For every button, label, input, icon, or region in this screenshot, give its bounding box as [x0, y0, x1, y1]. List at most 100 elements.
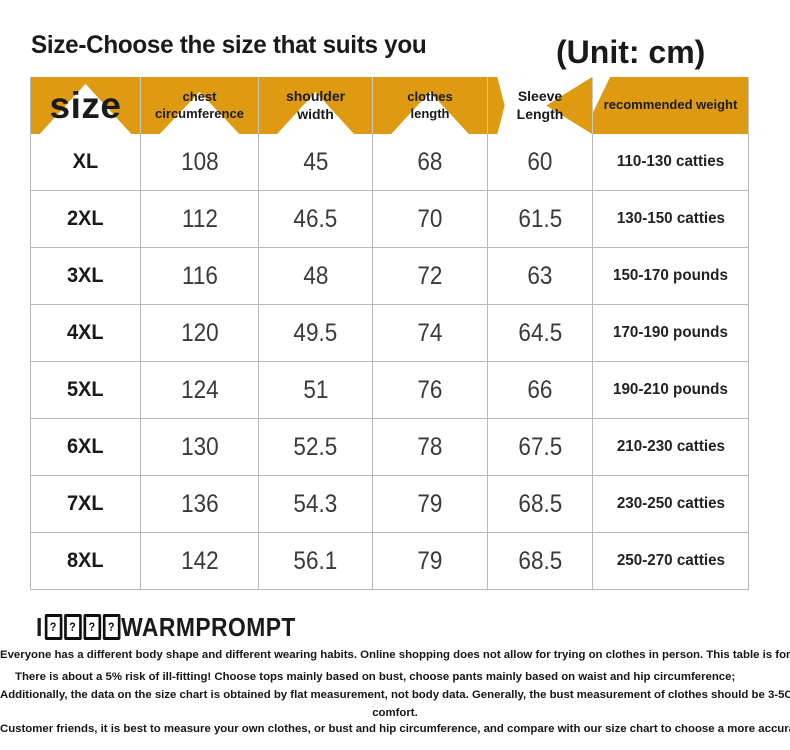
cell-shoulder: 51 — [259, 362, 373, 419]
cell-size: 3XL — [31, 248, 141, 305]
cell-weight: 130-150 catties — [593, 191, 749, 248]
chest-value: 130 — [180, 432, 219, 461]
cell-clothes: 70 — [373, 191, 488, 248]
weight-value: 130-150 catties — [616, 210, 725, 227]
shoulder-value: 56.1 — [293, 546, 338, 575]
header-cell-chest: chest circumference — [141, 77, 259, 134]
cell-sleeve: 68.5 — [488, 533, 593, 590]
cell-chest: 136 — [141, 476, 259, 533]
clothes-value: 78 — [417, 432, 443, 461]
cell-shoulder: 45 — [259, 134, 373, 191]
shoulder-value: 52.5 — [293, 432, 338, 461]
header-label-sleeve: Sleeve Length — [516, 88, 564, 122]
chest-value: 142 — [180, 546, 219, 575]
header-cell-shoulder: shoulder width — [259, 77, 373, 134]
cell-size: 2XL — [31, 191, 141, 248]
sleeve-value: 63 — [527, 261, 553, 290]
cell-size: 4XL — [31, 305, 141, 362]
clothes-value: 72 — [417, 261, 443, 290]
clothes-value: 79 — [417, 546, 443, 575]
cell-sleeve: 63 — [488, 248, 593, 305]
size-value: 8XL — [67, 549, 104, 572]
cell-chest: 116 — [141, 248, 259, 305]
note-line-2: There is about a 5% risk of ill-fitting!… — [15, 671, 736, 683]
size-value: 2XL — [67, 207, 104, 230]
cell-weight: 210-230 catties — [593, 419, 749, 476]
cell-size: 6XL — [31, 419, 141, 476]
size-value: 5XL — [67, 378, 104, 401]
cell-shoulder: 49.5 — [259, 305, 373, 362]
shoulder-value: 45 — [302, 147, 329, 176]
cell-sleeve: 60 — [488, 134, 593, 191]
sleeve-value: 67.5 — [518, 432, 562, 461]
cell-weight: 150-170 pounds — [593, 248, 749, 305]
header-cell-weight: recommended weight — [593, 77, 749, 134]
missing-glyph-box-icon: ? — [44, 614, 63, 640]
shoulder-value: 46.5 — [293, 204, 338, 233]
weight-value: 210-230 catties — [616, 438, 725, 455]
cell-shoulder: 46.5 — [259, 191, 373, 248]
warm-prompt-title: WARMPROMPT — [121, 611, 296, 642]
missing-glyph-box-icon: ? — [63, 614, 82, 640]
header-label-size: size — [49, 85, 122, 126]
size-value: 3XL — [67, 264, 104, 287]
cell-weight: 110-130 catties — [593, 134, 749, 191]
cell-clothes: 79 — [373, 476, 488, 533]
cell-chest: 112 — [141, 191, 259, 248]
cell-size: XL — [31, 134, 141, 191]
unit-label: (Unit: cm) — [556, 34, 706, 70]
missing-glyph-box-icon: ? — [102, 614, 121, 640]
cell-weight: 170-190 pounds — [593, 305, 749, 362]
cell-clothes: 72 — [373, 248, 488, 305]
clothes-value: 74 — [417, 318, 443, 347]
cell-clothes: 74 — [373, 305, 488, 362]
cell-sleeve: 61.5 — [488, 191, 593, 248]
cell-clothes: 78 — [373, 419, 488, 476]
cell-clothes: 79 — [373, 533, 488, 590]
cell-sleeve: 64.5 — [488, 305, 593, 362]
cell-weight: 250-270 catties — [593, 533, 749, 590]
cell-shoulder: 48 — [259, 248, 373, 305]
weight-value: 150-170 pounds — [613, 267, 728, 284]
cell-weight: 190-210 pounds — [593, 362, 749, 419]
sleeve-value: 68.5 — [518, 546, 562, 575]
sleeve-value: 68.5 — [518, 489, 562, 518]
note-line-3: Additionally, the data on the size chart… — [0, 689, 790, 701]
cell-sleeve: 66 — [488, 362, 593, 419]
size-value: XL — [72, 150, 99, 173]
warm-prompt-prefix: I — [36, 611, 43, 642]
cell-chest: 108 — [141, 134, 259, 191]
chest-value: 116 — [181, 261, 218, 290]
shoulder-value: 54.3 — [293, 489, 338, 518]
weight-value: 230-250 catties — [616, 495, 725, 512]
chest-value: 120 — [180, 318, 219, 347]
cell-sleeve: 67.5 — [488, 419, 593, 476]
header-label-chest: chest circumference — [155, 89, 244, 121]
cell-chest: 124 — [141, 362, 259, 419]
chest-value: 124 — [180, 375, 219, 404]
size-value: 7XL — [67, 492, 104, 515]
clothes-value: 79 — [417, 489, 443, 518]
size-table: size chest circumference shoulder width … — [30, 77, 749, 590]
size-value: 6XL — [67, 435, 104, 458]
cell-size: 8XL — [31, 533, 141, 590]
weight-value: 190-210 pounds — [613, 381, 728, 398]
cell-weight: 230-250 catties — [593, 476, 749, 533]
weight-value: 170-190 pounds — [613, 324, 728, 341]
warm-prompt-heading: I ? ? ? ? WARMPROMPT — [36, 612, 296, 642]
weight-value: 250-270 catties — [616, 552, 725, 569]
size-value: 4XL — [67, 321, 104, 344]
header-label-shoulder: shoulder width — [285, 88, 346, 122]
cell-shoulder: 56.1 — [259, 533, 373, 590]
page-title: Size-Choose the size that suits you — [31, 31, 427, 59]
clothes-value: 70 — [417, 204, 443, 233]
cell-chest: 120 — [141, 305, 259, 362]
cell-chest: 130 — [141, 419, 259, 476]
cell-clothes: 76 — [373, 362, 488, 419]
header-label-clothes: clothes length — [407, 89, 453, 121]
sleeve-value: 60 — [527, 147, 553, 176]
shoulder-value: 49.5 — [293, 318, 338, 347]
sleeve-value: 64.5 — [518, 318, 562, 347]
missing-glyph-box-icon: ? — [83, 614, 101, 640]
header-cell-sleeve: Sleeve Length — [488, 77, 593, 134]
